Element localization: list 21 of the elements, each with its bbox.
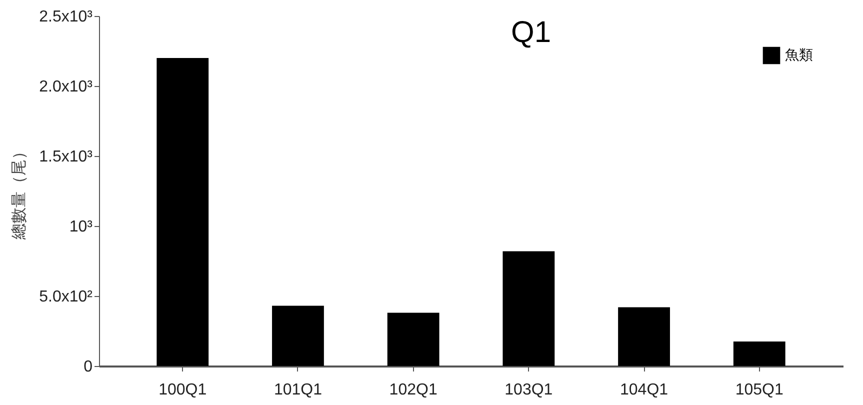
x-tick-label: 100Q1 [158,382,207,398]
bar [502,251,555,366]
legend-label: 魚類 [785,46,813,62]
y-tick-label: 0 [84,358,93,376]
y-tick-label: 2.0x10³ [39,78,94,96]
chart-title: Q1 [510,16,552,49]
x-tick-label: 105Q1 [735,382,784,398]
y-tick-label: 10³ [69,218,94,236]
x-tick-label: 102Q1 [389,382,438,398]
bar [387,312,440,366]
y-tick-label: 1.5x10³ [39,148,94,166]
bar [618,307,670,366]
bar [733,342,786,366]
x-tick-label: 103Q1 [504,382,553,398]
y-tick-label: 2.5x10³ [39,8,94,26]
x-tick-label: 104Q1 [620,382,668,398]
bar [272,306,324,366]
x-tick-label: 101Q1 [274,382,322,398]
bar [156,58,209,366]
y-axis-title: 總數量（尾） [10,144,28,240]
y-tick-label: 5.0x10² [39,288,94,306]
